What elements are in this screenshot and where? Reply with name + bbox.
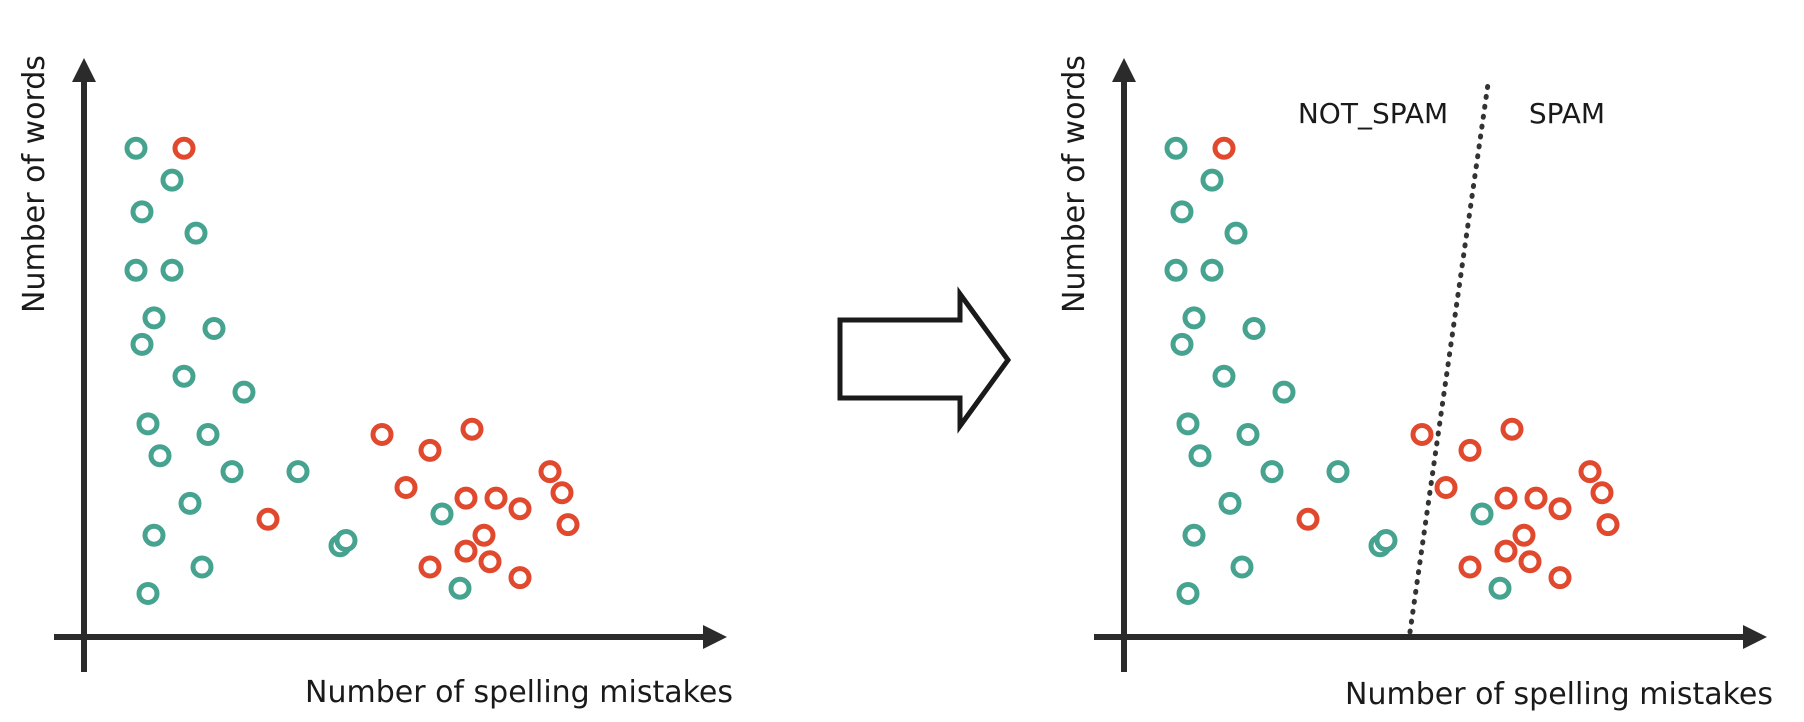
right-not-spam-point (1200, 258, 1224, 282)
left-not-spam-point (196, 423, 220, 446)
left-plot: Number of words Number of spelling mista… (17, 55, 733, 710)
right-arrow-icon (837, 286, 1012, 434)
left-not-spam-point (142, 523, 166, 547)
right-not-spam-point (1164, 136, 1188, 160)
left-not-spam-point (136, 582, 160, 605)
right-spam-point (1548, 497, 1572, 521)
right-spam-point (1500, 417, 1524, 441)
right-not-spam-point (1272, 380, 1296, 404)
right-not-spam-point (1200, 168, 1224, 192)
left-spam-point (508, 497, 532, 521)
left-not-spam-point (202, 317, 226, 340)
right-spam-point (1494, 539, 1518, 563)
right-not-spam-point (1374, 529, 1398, 552)
left-not-spam-point (130, 332, 154, 356)
right-spam-point (1494, 486, 1518, 510)
right-spam-point (1434, 476, 1458, 499)
left-spam-point (454, 539, 478, 563)
left-not-spam-point (190, 555, 214, 579)
right-not-spam-point (1260, 460, 1284, 484)
right-not-spam-point (1188, 444, 1212, 468)
right-not-spam-point (1212, 364, 1236, 388)
right-y-axis-label: Number of words (1057, 55, 1092, 313)
right-not-spam-point (1326, 460, 1350, 484)
not-spam-label: NOT_SPAM (1298, 97, 1448, 130)
left-spam-point (472, 523, 496, 547)
right-spam-point (1524, 486, 1548, 510)
left-not-spam-point (448, 576, 472, 600)
left-not-spam-point (130, 200, 154, 224)
right-spam-point (1590, 481, 1614, 505)
right-plot: Number of words Number of spelling mista… (1057, 55, 1773, 712)
right-spam-point (1212, 136, 1236, 160)
left-spam-point (556, 513, 580, 537)
decision-boundary (1407, 81, 1491, 635)
left-not-spam-point (160, 168, 184, 192)
left-not-spam-point (220, 460, 244, 484)
left-not-spam-point (334, 529, 358, 552)
right-spam-point (1296, 507, 1320, 531)
left-spam-point (538, 460, 562, 484)
left-not-spam-point (430, 502, 454, 526)
left-not-spam-point (184, 221, 208, 245)
right-spam-point (1518, 550, 1542, 574)
left-not-spam-point (124, 136, 148, 160)
left-spam-point (550, 481, 574, 505)
left-not-spam-point (286, 460, 310, 484)
right-not-spam-point (1224, 221, 1248, 245)
right-points (1164, 136, 1620, 605)
left-spam-point (418, 438, 442, 462)
right-not-spam-point (1470, 502, 1494, 526)
left-spam-point (484, 486, 508, 510)
left-spam-point (460, 417, 484, 441)
right-not-spam-point (1242, 317, 1266, 340)
spam-label: SPAM (1529, 97, 1605, 130)
left-not-spam-point (136, 412, 160, 436)
left-not-spam-point (172, 364, 196, 388)
right-not-spam-point (1164, 258, 1188, 282)
right-not-spam-point (1218, 491, 1242, 515)
right-not-spam-point (1182, 306, 1206, 330)
right-spam-point (1458, 555, 1482, 579)
left-not-spam-point (124, 258, 148, 282)
right-spam-point (1578, 460, 1602, 484)
right-x-axis-label: Number of spelling mistakes (1345, 677, 1773, 712)
left-not-spam-point (160, 258, 184, 282)
left-spam-point (478, 550, 502, 574)
right-not-spam-point (1236, 423, 1260, 446)
right-spam-point (1512, 523, 1536, 547)
left-spam-point (256, 507, 280, 531)
right-spam-point (1410, 423, 1434, 446)
right-not-spam-point (1230, 555, 1254, 579)
right-not-spam-point (1170, 332, 1194, 356)
right-spam-point (1596, 513, 1620, 537)
right-spam-point (1548, 566, 1572, 590)
left-not-spam-point (148, 444, 172, 468)
left-spam-point (454, 486, 478, 510)
left-points (124, 136, 580, 605)
left-not-spam-point (178, 491, 202, 515)
right-not-spam-point (1176, 582, 1200, 605)
right-spam-point (1458, 438, 1482, 462)
left-not-spam-point (232, 380, 256, 404)
right-not-spam-point (1170, 200, 1194, 224)
right-not-spam-point (1488, 576, 1512, 600)
left-not-spam-point (142, 306, 166, 330)
left-spam-point (394, 476, 418, 499)
left-x-axis-label: Number of spelling mistakes (305, 675, 733, 710)
right-not-spam-point (1176, 412, 1200, 436)
left-y-axis-label: Number of words (17, 55, 52, 313)
right-not-spam-point (1182, 523, 1206, 547)
left-spam-point (172, 136, 196, 160)
left-spam-point (508, 566, 532, 590)
left-spam-point (418, 555, 442, 579)
left-spam-point (370, 423, 394, 446)
